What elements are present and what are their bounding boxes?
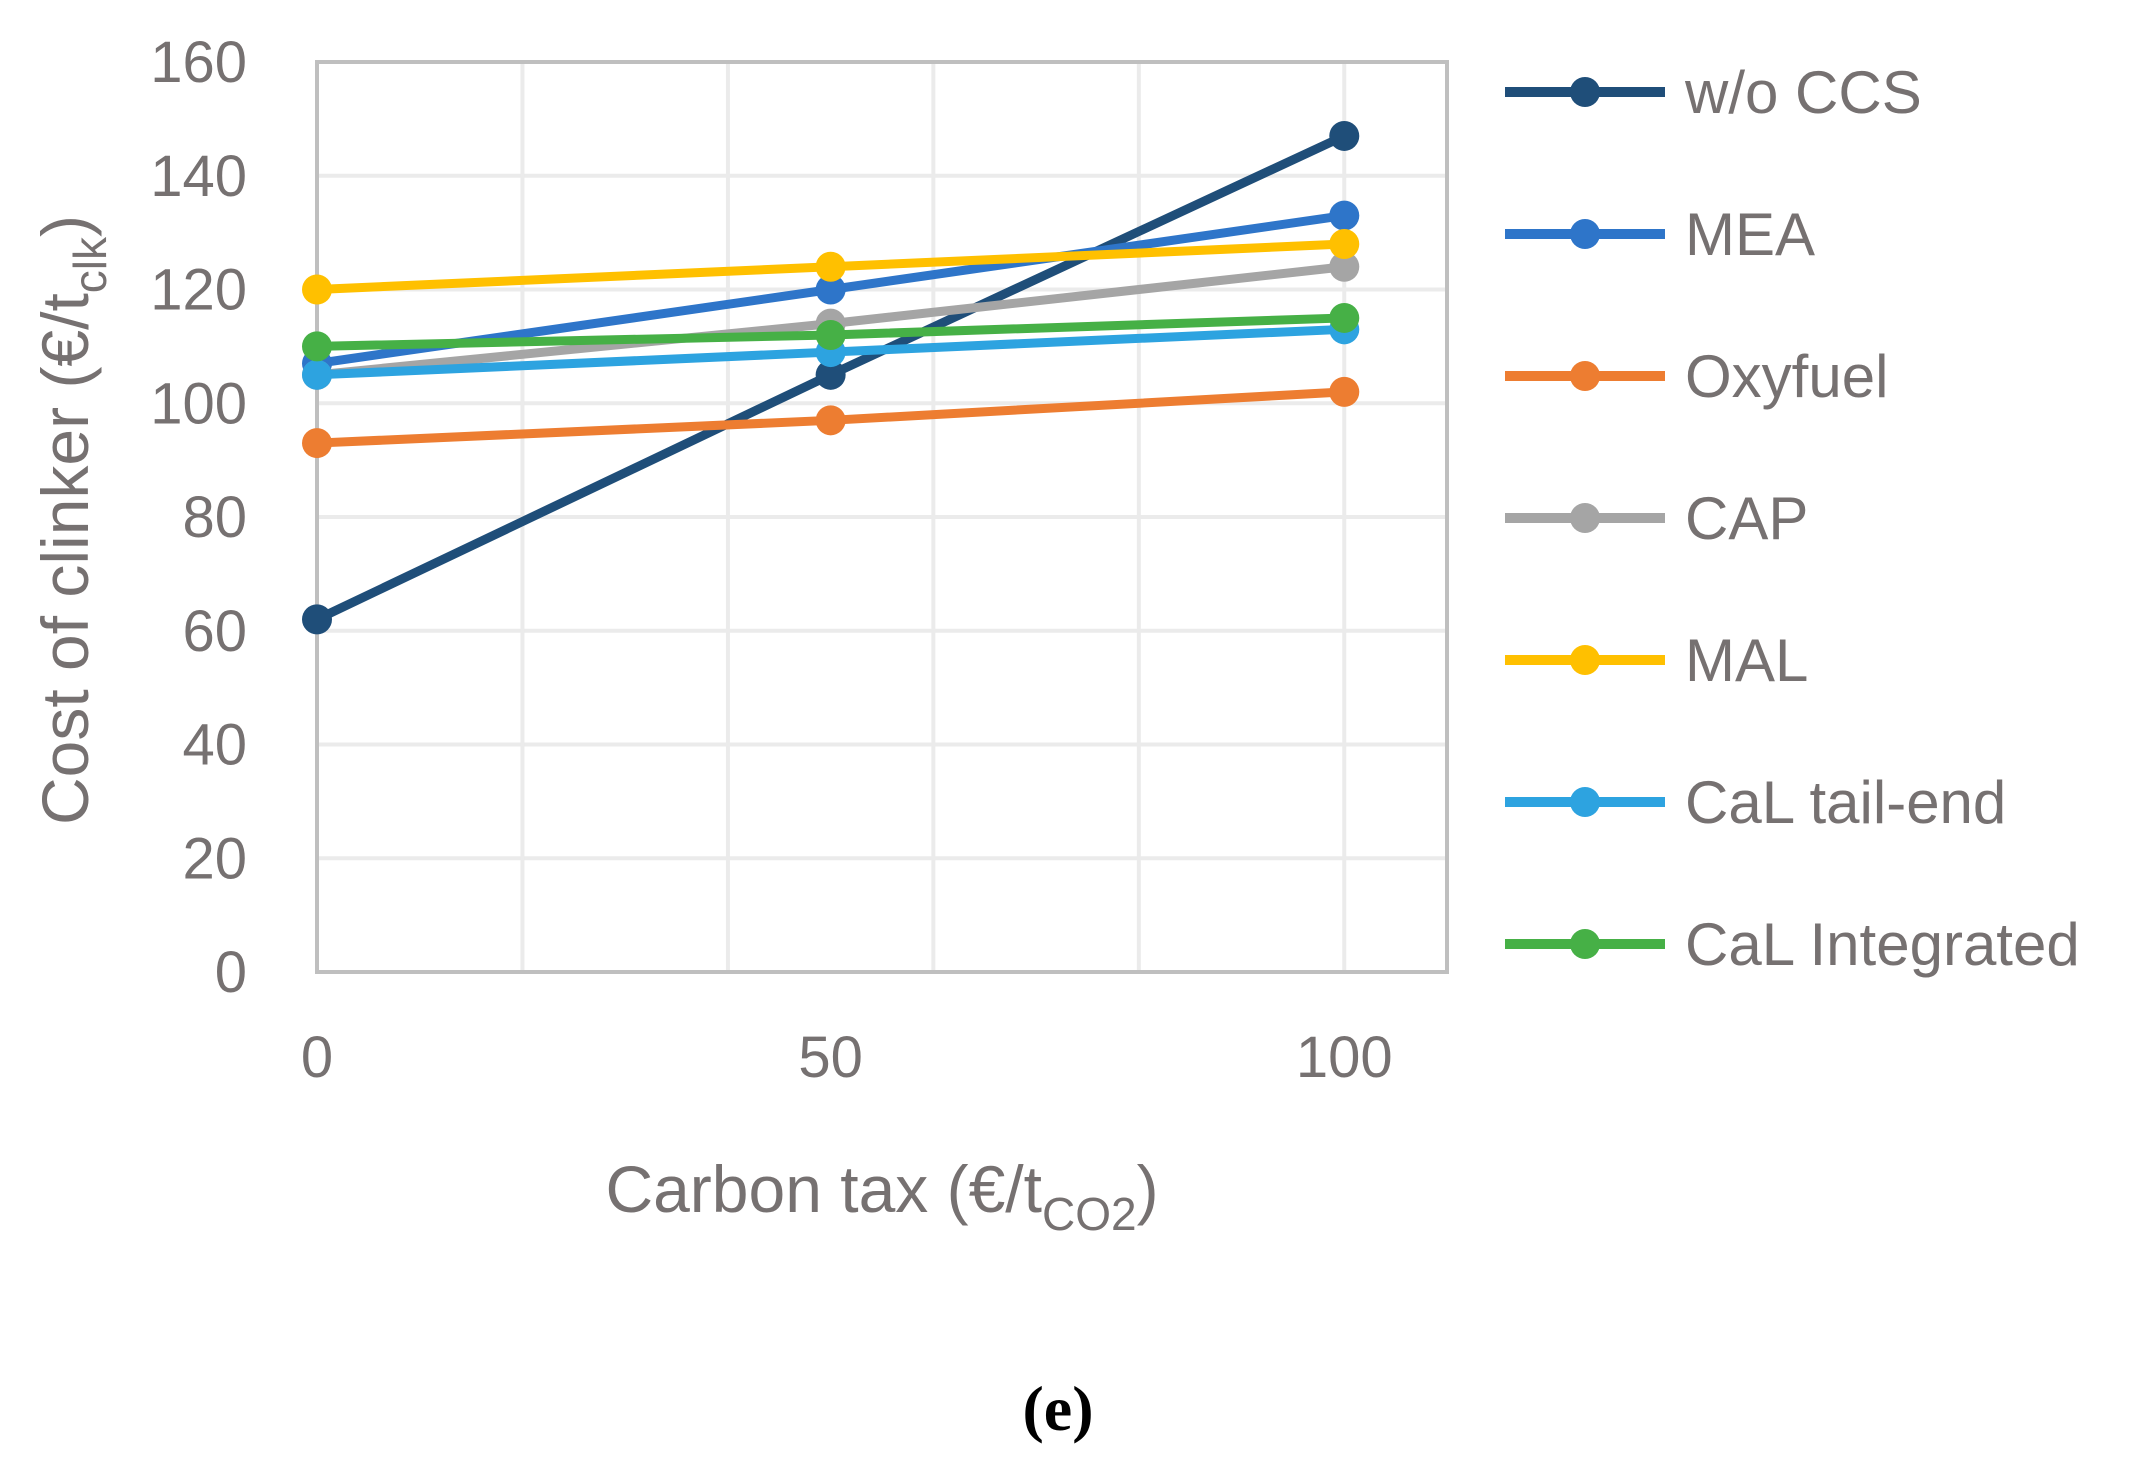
data-point <box>1329 229 1360 259</box>
y-tick-label: 60 <box>182 599 247 664</box>
legend-swatch-marker <box>1570 77 1600 107</box>
y-tick-label: 20 <box>182 826 247 891</box>
legend-swatch-marker <box>1570 787 1600 817</box>
figure-caption: (e) <box>1022 1373 1093 1444</box>
data-point <box>302 331 332 362</box>
gridlines <box>317 60 1447 974</box>
legend-item: w/o CCS <box>1505 59 1922 126</box>
y-tick-label: 140 <box>150 144 247 209</box>
y-tick-label: 80 <box>182 485 247 550</box>
y-axis-title: Cost of clinker (€/tclk) <box>28 215 116 825</box>
data-point <box>815 320 846 350</box>
series-mal <box>302 229 1360 305</box>
plot-area-border <box>315 60 1449 974</box>
legend-item: Oxyfuel <box>1505 343 1888 410</box>
legend-item: CaL Integrated <box>1505 911 2080 978</box>
series-w-o-ccs <box>302 120 1360 635</box>
y-tick-label: 120 <box>150 258 247 323</box>
data-point <box>815 274 846 305</box>
data-point <box>302 359 332 390</box>
y-tick-label: 0 <box>215 940 247 1005</box>
x-tick-label: 100 <box>1296 1025 1393 1090</box>
x-tick-label: 0 <box>301 1025 333 1090</box>
y-axis-ticks: 0 20 40 60 80 100 120 140 160 <box>150 30 247 1005</box>
legend-swatch-marker <box>1570 645 1600 675</box>
data-point <box>302 274 332 305</box>
data-point <box>815 251 846 282</box>
legend-label: Oxyfuel <box>1685 343 1888 410</box>
x-tick-label: 50 <box>798 1025 863 1090</box>
data-point <box>302 604 332 635</box>
legend-label: MAL <box>1685 627 1808 694</box>
legend-label: CaL tail-end <box>1685 769 2006 836</box>
legend-item: MEA <box>1505 201 1815 268</box>
data-point <box>1329 251 1360 282</box>
legend-swatch-marker <box>1570 219 1600 249</box>
data-point <box>1329 120 1360 151</box>
legend: w/o CCS MEA Oxyfuel CAP MAL CaL tail-end CaL I… <box>1505 59 2080 978</box>
y-tick-label: 40 <box>182 713 247 778</box>
legend-label: MEA <box>1685 201 1815 268</box>
series-lines <box>302 120 1360 635</box>
legend-item: CaL tail-end <box>1505 769 2006 836</box>
y-tick-label: 100 <box>150 371 247 436</box>
legend-swatch-marker <box>1570 929 1600 959</box>
data-point <box>302 428 332 459</box>
legend-item: MAL <box>1505 627 1808 694</box>
x-axis-title: Carbon tax (€/tCO2) <box>605 1152 1158 1240</box>
series-cal-integrated <box>302 302 1360 362</box>
legend-label: CaL Integrated <box>1685 911 2080 978</box>
legend-label: CAP <box>1685 485 1808 552</box>
data-point <box>1329 302 1360 333</box>
legend-swatch-marker <box>1570 503 1600 533</box>
series-oxyfuel <box>302 376 1360 459</box>
data-point <box>815 405 846 436</box>
legend-swatch-marker <box>1570 361 1600 391</box>
legend-label: w/o CCS <box>1684 59 1922 126</box>
data-point <box>1329 376 1360 407</box>
legend-item: CAP <box>1505 485 1808 552</box>
y-tick-label: 160 <box>150 30 247 95</box>
data-point <box>815 359 846 390</box>
x-axis-ticks: 0 50 100 <box>301 1025 1393 1090</box>
data-point <box>1329 200 1360 231</box>
